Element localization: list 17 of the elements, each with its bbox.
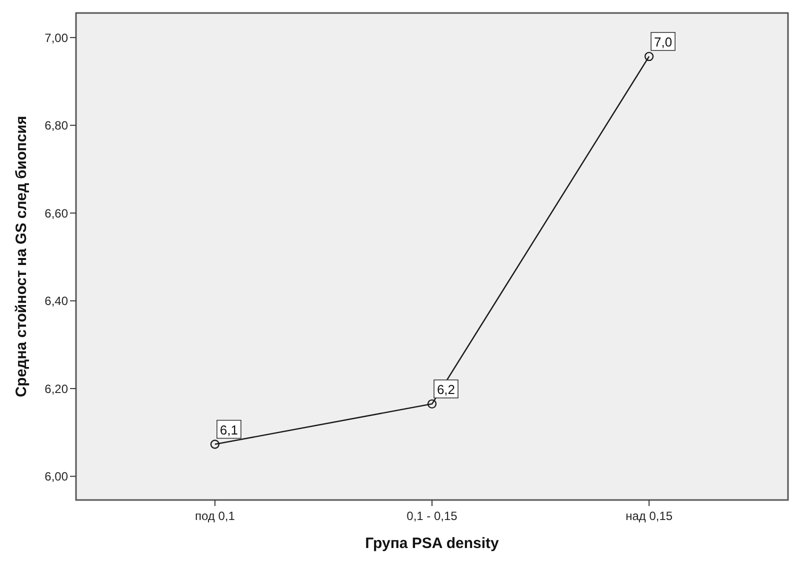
y-tick-label: 6,20 (44, 382, 68, 396)
y-tick-label: 6,60 (44, 206, 68, 220)
point (644, 52, 654, 62)
point (210, 440, 220, 449)
y-tick-label: 7,00 (44, 30, 68, 45)
y-tick-label: 6,00 (44, 470, 68, 484)
x-axis-title: Група PSA density (365, 535, 500, 552)
data-label: 6,1 (220, 422, 238, 438)
y-tick-label: 6,80 (44, 118, 68, 133)
y-axis-title: Средна стойност на GS след биопсия (13, 116, 30, 398)
x-tick-label: под 0,1 (194, 509, 236, 523)
x-tick-label: 0,1 - 0,15 (406, 509, 458, 523)
data-label: 7,0 (654, 34, 672, 50)
x-tick-label: над 0,15 (626, 509, 673, 523)
point (427, 399, 437, 409)
y-tick-label: 6,40 (44, 294, 68, 308)
data-label: 6,2 (436, 382, 456, 397)
